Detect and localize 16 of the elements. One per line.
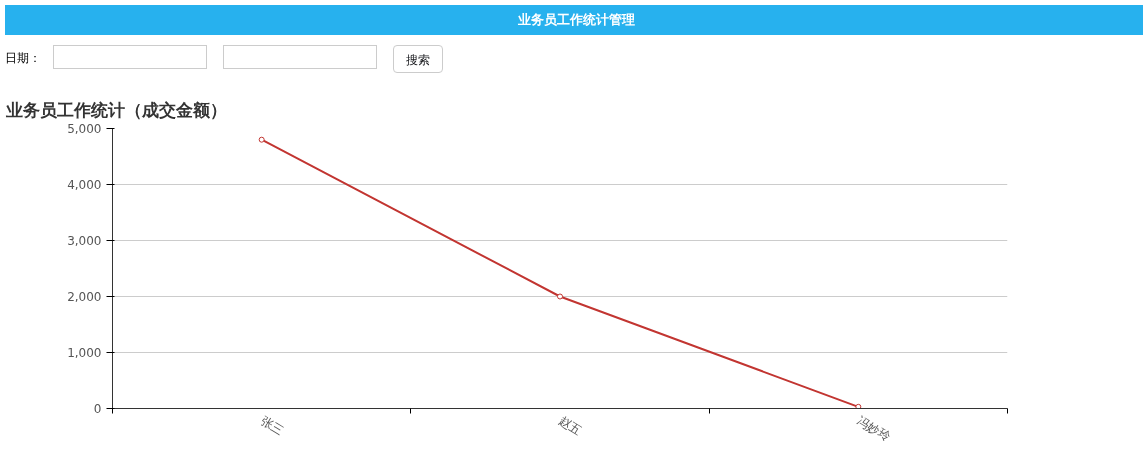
point [557, 293, 563, 300]
text: 搜索 [393, 45, 443, 73]
y-tick-label: 4,000 [67, 178, 102, 192]
y-tick-label: 5,000 [67, 122, 102, 136]
text: 业务员工作统计管理 [518, 11, 635, 29]
point [258, 136, 265, 143]
y-tick-label: 2,000 [67, 290, 102, 304]
point [855, 403, 862, 409]
x-tick-label: 张三 [258, 413, 286, 439]
y-tick-label: 3,000 [67, 234, 102, 248]
y-tick-label: 1,000 [67, 346, 102, 360]
chart-title: 业务员工作统计（成交金额） [4, 99, 227, 120]
y-tick-label: 0 [93, 402, 102, 416]
text: 日期： [5, 50, 41, 67]
x-tick-label: 冯妙玲 [854, 413, 893, 445]
x-tick-label: 赵五 [556, 413, 585, 439]
